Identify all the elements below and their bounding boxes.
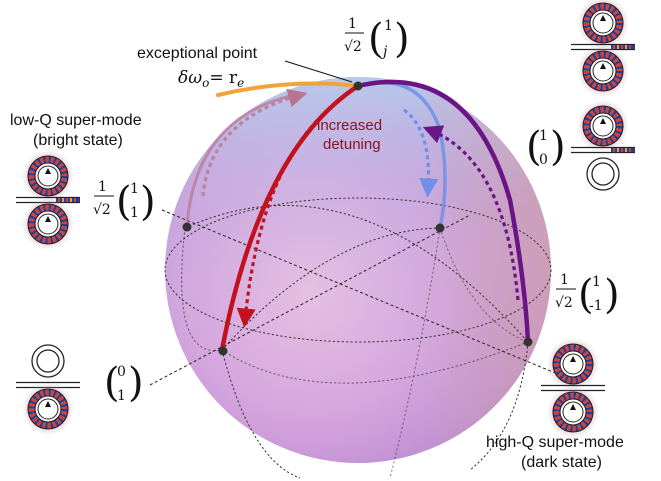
svg-text:(: ( [104, 360, 120, 406]
red-arc [219, 83, 361, 353]
blue-dashed-arrow [403, 108, 439, 198]
sphere [165, 77, 551, 463]
ep-condition: δωo= re [178, 68, 244, 90]
svg-text:1: 1 [130, 181, 139, 197]
pink-arc [185, 94, 292, 228]
svg-text:√2: √2 [344, 39, 362, 55]
detuning-text: detuning [323, 136, 381, 153]
state-dark-vector: 1 √2 ( 1 -1 ) [555, 272, 620, 318]
high-q-title: high-Q super-mode [486, 434, 624, 451]
svg-text:1: 1 [117, 388, 126, 404]
svg-text:j: j [380, 44, 388, 60]
svg-text:): ) [394, 16, 410, 62]
svg-text:-1: -1 [589, 298, 603, 314]
svg-text:√2: √2 [555, 295, 573, 311]
svg-text:): ) [128, 360, 144, 406]
resonator-top [570, 0, 636, 97]
svg-text:): ) [140, 179, 156, 225]
dark-state-dot [523, 337, 533, 347]
svg-text:0: 0 [117, 364, 126, 380]
svg-text:(: ( [116, 179, 132, 225]
svg-text:(: ( [526, 124, 542, 170]
sphere-grid [164, 197, 552, 479]
high-q-label: high-Q super-mode (dark state) [486, 434, 624, 471]
high-q-subtitle: (dark state) [521, 454, 602, 471]
state-points [182, 81, 533, 356]
bright-state-dot [182, 222, 192, 232]
state-10-vector: ( 1 0 ) [526, 124, 566, 170]
exceptional-point-text: exceptional point [137, 45, 258, 62]
svg-text:(: ( [368, 16, 384, 62]
low-q-label: low-Q super-mode (bright state) [10, 112, 142, 149]
exceptional-point-label: exceptional point δωo= re [137, 45, 353, 90]
svg-text:1: 1 [384, 18, 393, 34]
svg-text:(: ( [578, 272, 594, 318]
svg-text:): ) [550, 124, 566, 170]
svg-text:1: 1 [130, 205, 139, 221]
pink-dashed-arrow [201, 88, 308, 197]
svg-text:1: 1 [98, 179, 107, 195]
resonator-dark [540, 338, 606, 438]
purple-dashed-arrow [422, 125, 520, 301]
detuning-annotation: increased detuning [317, 117, 382, 153]
increased-text: increased [317, 117, 382, 134]
low-q-title: low-Q super-mode [10, 112, 142, 129]
axes [149, 209, 561, 386]
svg-text:0: 0 [539, 152, 548, 168]
exceptional-point-dot [353, 81, 363, 91]
svg-text:1: 1 [539, 128, 548, 144]
svg-text:√2: √2 [93, 202, 111, 218]
svg-text:): ) [604, 272, 620, 318]
orange-equator-arc [216, 81, 360, 97]
resonator-10 [570, 100, 636, 191]
svg-text:1: 1 [592, 274, 601, 290]
state-01-dot [218, 346, 228, 356]
svg-text:1: 1 [348, 16, 357, 32]
resonator-01 [15, 344, 81, 435]
state-10-dot [435, 223, 445, 233]
dashed-arrows [201, 88, 520, 328]
state-01-vector: ( 0 1 ) [104, 360, 144, 406]
low-q-subtitle: (bright state) [33, 132, 123, 149]
state-top-vector: 1 √2 ( 1 j ) [344, 16, 410, 62]
purple-arc [355, 79, 531, 345]
resonator-bright [15, 150, 81, 250]
red-dashed-arrow [236, 108, 330, 328]
state-bright-vector: 1 √2 ( 1 1 ) [93, 179, 156, 225]
svg-text:1: 1 [560, 272, 569, 288]
